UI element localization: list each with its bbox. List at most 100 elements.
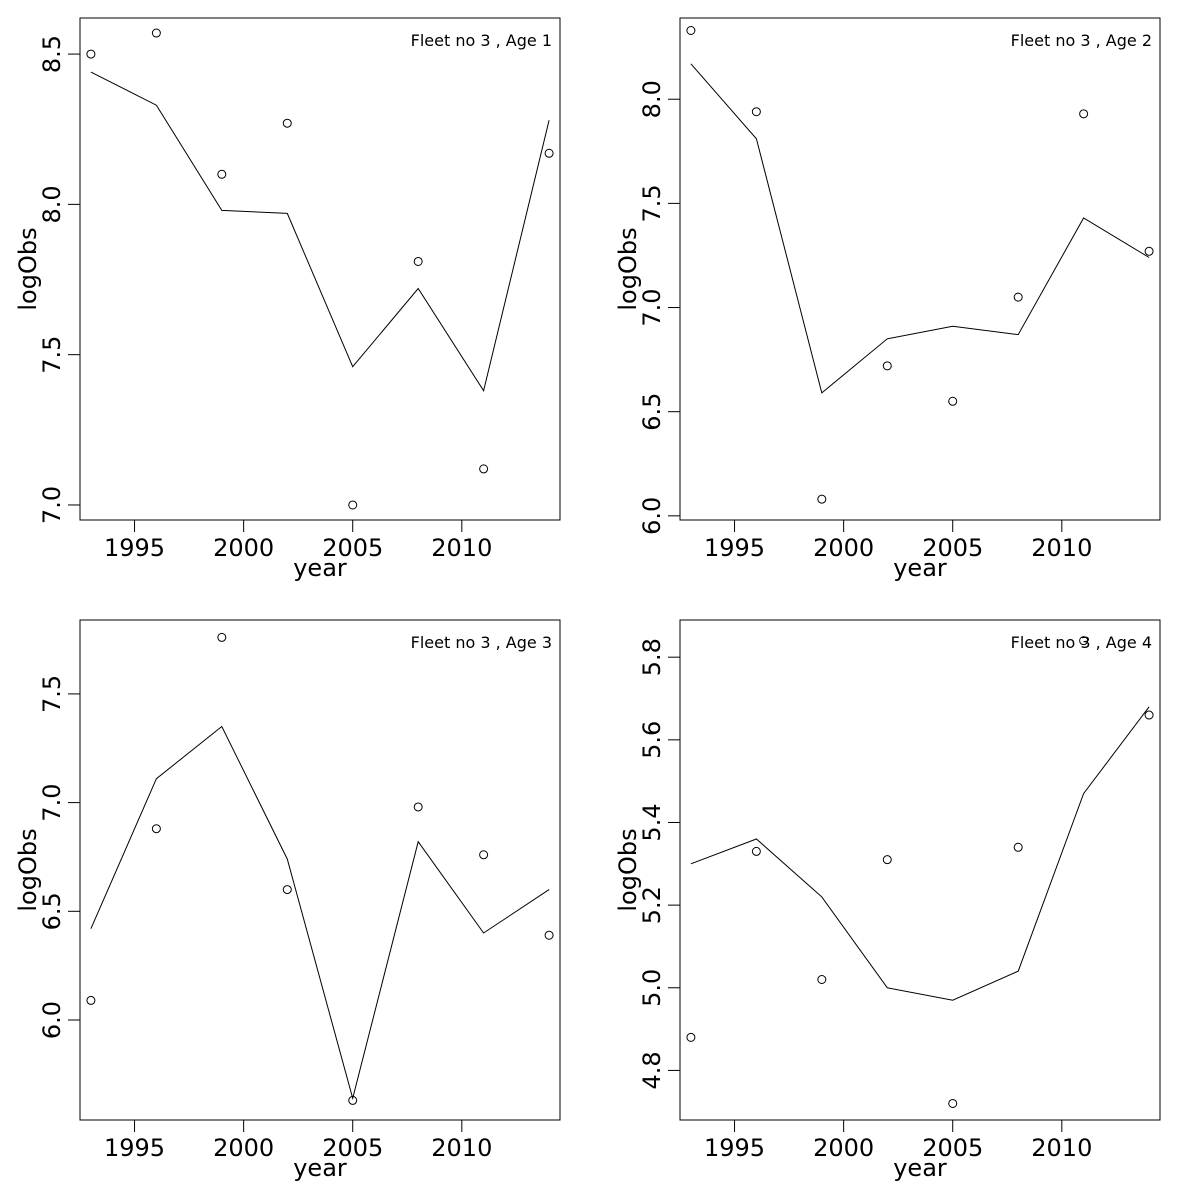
observation-point: [151, 824, 161, 834]
x-tick-label: 1995: [104, 534, 165, 562]
y-tick-label: 7.5: [638, 184, 666, 222]
x-tick-label: 2005: [322, 534, 383, 562]
x-axis-title: year: [893, 1154, 947, 1182]
y-axis: 6.0 6.5 7.0 7.5 logObs: [14, 675, 81, 1039]
y-tick-label: 7.0: [38, 486, 66, 524]
fitted-line: [690, 706, 1150, 1001]
y-axis-title: logObs: [614, 828, 642, 911]
x-tick-label: 2010: [431, 534, 492, 562]
observation-point: [686, 1032, 696, 1042]
y-axis-title: logObs: [14, 227, 42, 310]
x-tick-label: 1995: [104, 1134, 165, 1162]
x-tick-label: 2005: [322, 1134, 383, 1162]
x-axis-title: year: [293, 554, 347, 582]
y-tick-label: 7.5: [38, 336, 66, 374]
observation-point: [686, 25, 696, 35]
observation-point: [217, 632, 227, 642]
y-axis: 4.8 5.0 5.2 5.4 5.6 5.8 logObs: [614, 638, 681, 1089]
y-tick-label: 4.8: [638, 1051, 666, 1089]
x-axis: 1995 2000 2005 2010 year: [104, 519, 492, 582]
x-tick-label: 2000: [813, 534, 874, 562]
observation-point: [544, 148, 554, 158]
y-axis: 7.0 7.5 8.0 8.5 logObs: [14, 35, 81, 524]
x-axis-title: year: [893, 554, 947, 582]
observation-point: [544, 930, 554, 940]
plot-frame: [679, 619, 1161, 1121]
panel-4: 1995 2000 2005 2010 year 4.8 5.0 5.2 5.4 5.6 5.8 lo…: [614, 619, 1161, 1182]
observation-point: [1079, 109, 1089, 119]
observation-point: [413, 802, 423, 812]
y-tick-label: 5.2: [638, 886, 666, 924]
panel-title: Fleet no 3 , Age 4: [1011, 633, 1152, 652]
observation-point: [1144, 246, 1154, 256]
x-tick-label: 1995: [704, 534, 765, 562]
y-tick-label: 5.8: [638, 638, 666, 676]
y-tick-label: 8.5: [38, 35, 66, 73]
y-axis: 6.0 6.5 7.0 7.5 8.0 logObs: [614, 80, 681, 535]
observation-point: [1079, 636, 1089, 646]
x-axis: 1995 2000 2005 2010 year: [704, 519, 1092, 582]
x-tick-label: 2005: [922, 1134, 983, 1162]
x-tick-label: 1995: [704, 1134, 765, 1162]
y-tick-label: 7.0: [38, 784, 66, 822]
panel-2: 1995 2000 2005 2010 year 6.0 6.5 7.0 7.5 8.0 logOb…: [614, 17, 1161, 582]
y-tick-label: 7.0: [638, 288, 666, 326]
observation-point: [1144, 710, 1154, 720]
panel-title: Fleet no 3 , Age 1: [411, 31, 552, 50]
y-tick-label: 5.0: [638, 969, 666, 1007]
y-tick-label: 8.0: [638, 80, 666, 118]
x-tick-label: 2000: [213, 1134, 274, 1162]
x-tick-label: 2010: [431, 1134, 492, 1162]
fitted-line: [90, 725, 550, 1101]
plot-frame: [679, 17, 1161, 521]
observation-point: [282, 118, 292, 128]
observation-point: [282, 885, 292, 895]
x-tick-label: 2000: [213, 534, 274, 562]
x-axis: 1995 2000 2005 2010 year: [104, 1119, 492, 1182]
fitted-line: [690, 63, 1150, 394]
y-axis-title: logObs: [614, 227, 642, 310]
panel-3: 1995 2000 2005 2010 year 6.0 6.5 7.0 7.5 logObs Fl…: [14, 619, 561, 1182]
x-axis-title: year: [293, 1154, 347, 1182]
observation-point: [348, 1095, 358, 1105]
observation-point: [817, 975, 827, 985]
panel-title: Fleet no 3 , Age 3: [411, 633, 552, 652]
observation-point: [1013, 842, 1023, 852]
observation-point: [882, 855, 892, 865]
y-tick-label: 5.4: [638, 803, 666, 841]
observation-point: [479, 464, 489, 474]
observation-point: [413, 256, 423, 266]
x-tick-label: 2010: [1031, 534, 1092, 562]
observation-point: [1013, 292, 1023, 302]
x-tick-label: 2005: [922, 534, 983, 562]
observation-point: [86, 995, 96, 1005]
y-tick-label: 8.0: [38, 185, 66, 223]
observation-point: [479, 850, 489, 860]
y-axis-title: logObs: [14, 828, 42, 911]
observation-point: [348, 500, 358, 510]
observation-point: [751, 107, 761, 117]
observation-point: [751, 846, 761, 856]
observation-point: [217, 169, 227, 179]
observation-point: [948, 396, 958, 406]
y-tick-label: 6.0: [638, 497, 666, 535]
plot-frame: [79, 17, 561, 521]
observation-point: [151, 28, 161, 38]
observation-point: [817, 494, 827, 504]
x-tick-label: 2000: [813, 1134, 874, 1162]
y-tick-label: 6.0: [38, 1001, 66, 1039]
panel-1: 1995 2000 2005 2010 year 7.0 7.5 8.0 8.5 logObs Fl…: [14, 17, 561, 582]
fitted-line: [90, 71, 550, 392]
y-tick-label: 7.5: [38, 675, 66, 713]
panel-title: Fleet no 3 , Age 2: [1011, 31, 1152, 50]
plot-frame: [79, 619, 561, 1121]
x-tick-label: 2010: [1031, 1134, 1092, 1162]
x-axis: 1995 2000 2005 2010 year: [704, 1119, 1092, 1182]
y-tick-label: 6.5: [638, 393, 666, 431]
observation-point: [86, 49, 96, 59]
y-tick-label: 5.6: [638, 721, 666, 759]
observation-point: [948, 1098, 958, 1108]
y-tick-label: 6.5: [38, 892, 66, 930]
observation-point: [882, 361, 892, 371]
